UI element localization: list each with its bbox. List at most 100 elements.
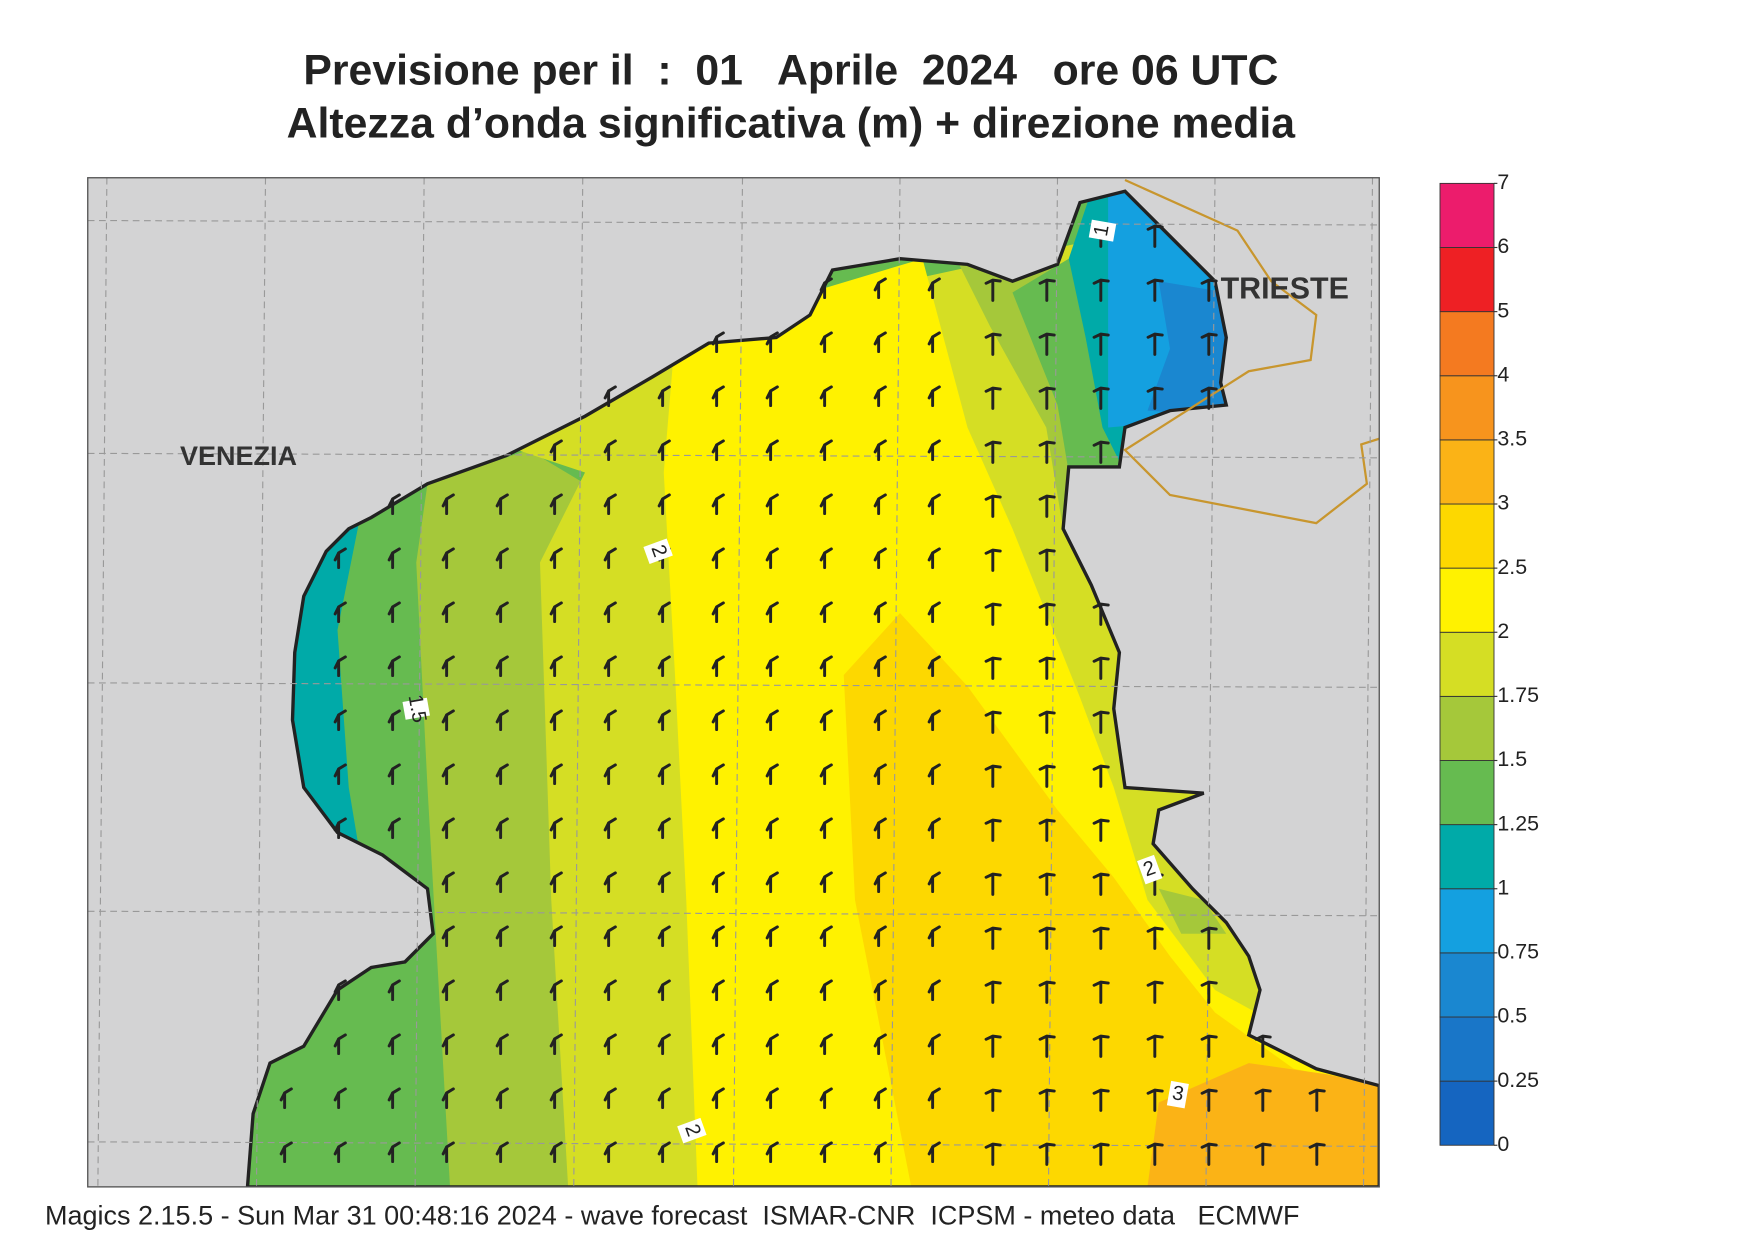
arrow	[873, 547, 887, 570]
arrow	[765, 1141, 779, 1164]
border	[1123, 178, 1380, 525]
arrow	[984, 440, 1002, 464]
arrow	[1038, 440, 1056, 464]
arrow	[1254, 1088, 1272, 1112]
arrow	[873, 1087, 887, 1110]
direction-arrows	[279, 224, 1326, 1166]
colorbar-label: 4	[1497, 362, 1509, 386]
colorbar-label: 1.75	[1497, 683, 1539, 707]
arrow	[984, 872, 1002, 896]
arrow	[495, 547, 509, 570]
arrow	[603, 601, 617, 624]
arrow	[657, 1033, 671, 1056]
arrow	[984, 602, 1002, 626]
arrow	[711, 547, 725, 570]
arrow	[603, 871, 617, 894]
arrow	[927, 817, 941, 840]
arrow	[984, 926, 1002, 950]
contour-label-box	[1088, 219, 1117, 242]
arrow	[441, 709, 455, 732]
arrow	[711, 709, 725, 732]
arrow	[333, 979, 347, 1002]
arrow	[549, 493, 563, 516]
arrow	[765, 763, 779, 786]
arrow	[927, 1087, 941, 1110]
arrow	[873, 871, 887, 894]
arrow	[387, 763, 401, 786]
colorbar-label: 3	[1497, 491, 1509, 515]
colorbar-label: 0.75	[1497, 940, 1539, 964]
arrow	[549, 871, 563, 894]
arrow	[495, 979, 509, 1002]
arrow	[1038, 332, 1056, 356]
arrow	[1092, 980, 1110, 1004]
grid-line	[87, 910, 1380, 917]
arrow	[657, 385, 671, 408]
arrow	[711, 925, 725, 948]
colorbar-swatch	[1439, 567, 1495, 633]
arrow	[711, 1141, 725, 1164]
arrow	[657, 979, 671, 1002]
arrow	[441, 1141, 455, 1164]
arrow	[819, 385, 833, 408]
arrow	[873, 601, 887, 624]
arrow	[387, 655, 401, 678]
arrow	[441, 871, 455, 894]
arrow	[711, 763, 725, 786]
arrow	[711, 655, 725, 678]
arrow	[1092, 926, 1110, 950]
arrow	[333, 547, 347, 570]
arrow	[984, 1088, 1002, 1112]
arrow	[549, 925, 563, 948]
arrow	[1092, 386, 1110, 410]
colorbar-label: 7	[1497, 170, 1509, 194]
arrow	[819, 601, 833, 624]
arrow	[1146, 332, 1164, 356]
arrow	[1038, 926, 1056, 950]
contour-label-box	[1137, 854, 1163, 885]
band	[1158, 888, 1227, 934]
contour-label-box	[402, 697, 430, 720]
arrow	[333, 709, 347, 732]
arrow	[657, 601, 671, 624]
graticule	[87, 177, 1380, 1187]
arrow	[441, 763, 455, 786]
arrow	[873, 1033, 887, 1056]
arrow	[765, 871, 779, 894]
arrow	[1200, 1088, 1218, 1112]
arrow	[1146, 386, 1164, 410]
arrow	[657, 1141, 671, 1164]
arrow	[549, 709, 563, 732]
arrow	[819, 1087, 833, 1110]
arrow	[1092, 1142, 1110, 1166]
arrow	[1146, 926, 1164, 950]
arrow	[387, 547, 401, 570]
colorbar-swatch	[1439, 888, 1495, 954]
arrow	[819, 979, 833, 1002]
arrow	[603, 1033, 617, 1056]
arrow	[387, 979, 401, 1002]
arrow	[984, 278, 1002, 302]
arrow	[441, 1087, 455, 1110]
arrow	[984, 656, 1002, 680]
arrow	[873, 439, 887, 462]
arrow	[495, 817, 509, 840]
arrow	[711, 385, 725, 408]
arrow	[765, 493, 779, 516]
arrow	[765, 1087, 779, 1110]
arrow	[657, 709, 671, 732]
arrow	[549, 1141, 563, 1164]
colorbar-label: 1.25	[1497, 811, 1539, 835]
arrow	[819, 1141, 833, 1164]
arrow	[495, 1033, 509, 1056]
arrow	[819, 493, 833, 516]
title-line-1: Previsione per il : 01 Aprile 2024 ore 0…	[303, 46, 1278, 94]
arrow	[333, 1033, 347, 1056]
arrow	[819, 1033, 833, 1056]
arrow	[495, 763, 509, 786]
arrow	[1092, 710, 1110, 734]
arrow	[603, 385, 617, 408]
arrow	[1092, 656, 1110, 680]
arrow	[603, 817, 617, 840]
